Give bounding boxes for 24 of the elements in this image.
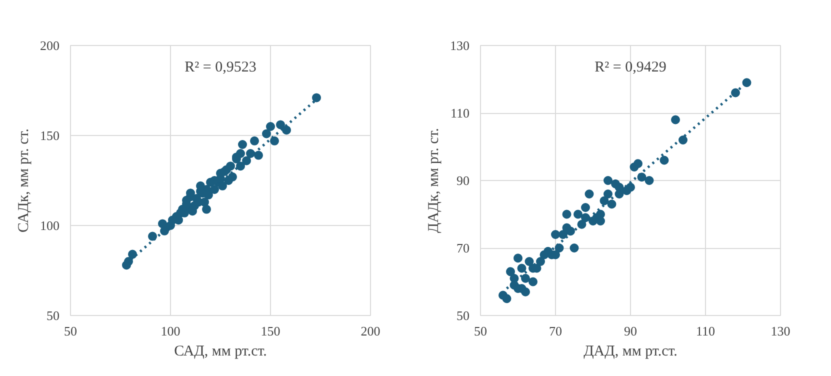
y-tick-label: 110 [450,106,470,120]
x-axis-title: ДАД, мм рт.ст. [584,344,678,360]
y-tick-label: 50 [46,308,60,323]
x-tick-label: 50 [64,324,77,338]
x-tick-label: 50 [474,324,487,338]
x-tick-label: 100 [160,324,180,338]
x-tick-label: 90 [624,324,637,338]
y-tick-label: 100 [40,218,60,233]
y-tick-label: 200 [40,38,60,53]
x-tick-label: 150 [260,324,280,338]
annotation: R² = 0,9523 [184,60,256,76]
x-tick-label: 70 [549,324,562,338]
y-tick-label: 150 [40,128,60,143]
annotation: R² = 0,9429 [594,60,666,76]
x-axis-title: САД, мм рт.ст. [174,344,267,360]
x-tick-label: 110 [696,324,716,338]
y-tick-label: 70 [456,240,470,256]
y-tick-label: 90 [456,173,470,188]
y-tick-label: 50 [456,308,470,323]
y-axis-title: САДк, мм рт. ст. [16,128,32,232]
x-tick-label: 130 [770,324,790,338]
y-axis-title: ДАДк, мм рт. ст. [426,128,442,233]
x-tick-label: 200 [360,324,380,338]
y-tick-label: 130 [450,38,470,53]
